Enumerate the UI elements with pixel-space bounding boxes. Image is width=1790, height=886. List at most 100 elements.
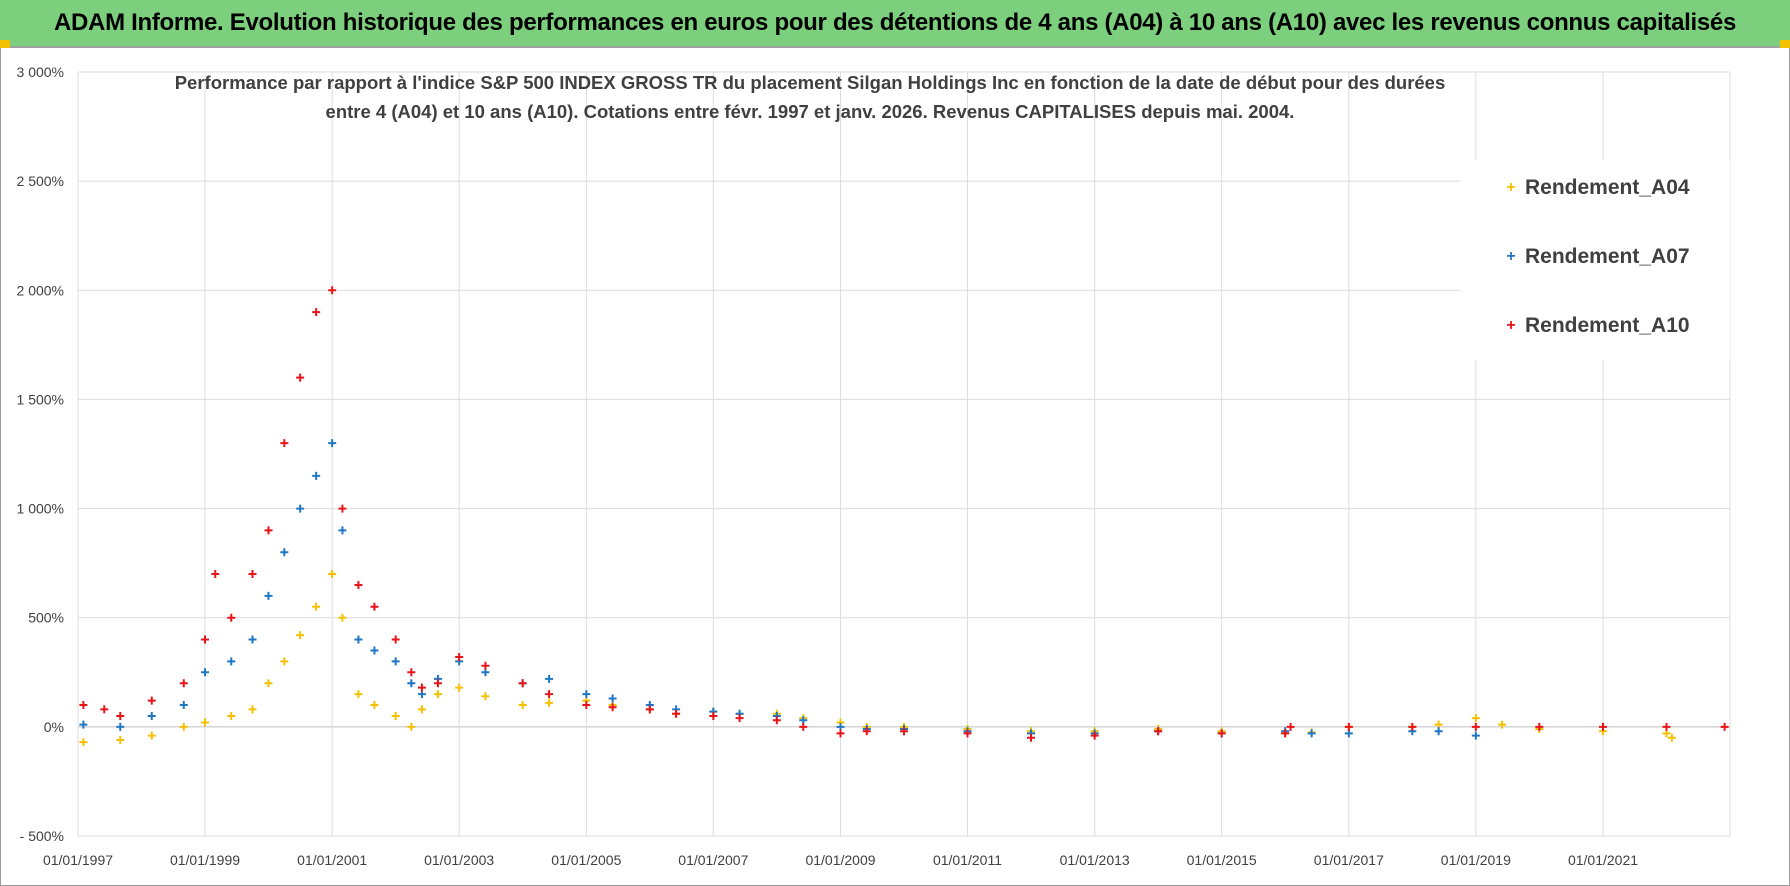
data-point-rendement_a10 [116,711,125,720]
data-point-rendement_a07 [1307,729,1316,738]
y-tick-label: 0% [44,719,64,735]
data-point-rendement_a07 [227,657,236,666]
data-point-rendement_a10 [963,729,972,738]
data-point-rendement_a07 [328,439,337,448]
data-point-rendement_a07 [200,668,209,677]
data-point-rendement_a10 [1471,722,1480,731]
data-point-rendement_a10 [1720,722,1729,731]
data-point-rendement_a10 [1154,727,1163,736]
data-point-rendement_a07 [338,526,347,535]
data-point-rendement_a10 [354,580,363,589]
data-point-rendement_a10 [147,696,156,705]
data-point-rendement_a10 [772,716,781,725]
x-tick-label: 01/01/1997 [43,852,113,868]
data-point-rendement_a10 [645,705,654,714]
data-point-rendement_a10 [433,679,442,688]
x-tick-label: 01/01/2019 [1441,852,1511,868]
x-tick-label: 01/01/2013 [1060,852,1130,868]
x-tick-label: 01/01/2021 [1568,852,1638,868]
data-point-rendement_a04 [1498,720,1507,729]
data-point-rendement_a07 [296,504,305,513]
data-point-rendement_a10 [100,705,109,714]
chart-title: Performance par rapport à l'indice S&P 5… [160,68,1460,126]
data-point-rendement_a10 [1286,722,1295,731]
x-tick-label: 01/01/2009 [805,852,875,868]
data-point-rendement_a04 [116,735,125,744]
data-point-rendement_a10 [280,439,289,448]
data-point-rendement_a07 [264,591,273,600]
data-point-rendement_a10 [518,679,527,688]
data-point-rendement_a07 [312,471,321,480]
data-point-rendement_a04 [518,701,527,710]
data-point-rendement_a07 [116,722,125,731]
data-point-rendement_a07 [179,701,188,710]
x-tick-label: 01/01/2007 [678,852,748,868]
data-point-rendement_a10 [709,711,718,720]
chart-title-line-1: Performance par rapport à l'indice S&P 5… [174,72,1446,93]
data-point-rendement_a10 [582,701,591,710]
banner-corner-right [1780,40,1790,48]
data-point-rendement_a10 [1344,722,1353,731]
series-Rendement_A10 [79,286,1729,742]
legend-marker-a10: + [1506,317,1516,334]
data-point-rendement_a10 [455,653,464,662]
data-point-rendement_a07 [407,679,416,688]
data-point-rendement_a04 [545,698,554,707]
data-point-rendement_a10 [338,504,347,513]
legend-marker-a04: + [1506,179,1516,196]
x-tick-label: 01/01/2001 [297,852,367,868]
data-point-rendement_a04 [1667,733,1676,742]
data-point-rendement_a10 [1281,729,1290,738]
data-point-rendement_a10 [1217,729,1226,738]
x-tick-label: 01/01/2011 [933,852,1002,868]
data-point-rendement_a04 [248,705,257,714]
data-point-rendement_a07 [147,711,156,720]
data-point-rendement_a10 [296,373,305,382]
y-tick-label: 1 000% [17,501,64,517]
data-point-rendement_a10 [179,679,188,688]
data-point-rendement_a04 [417,705,426,714]
data-point-rendement_a07 [1471,731,1480,740]
data-point-rendement_a04 [179,722,188,731]
data-point-rendement_a07 [608,694,617,703]
data-point-rendement_a04 [200,718,209,727]
data-point-rendement_a10 [900,727,908,736]
data-point-rendement_a10 [328,286,337,295]
x-tick-label: 01/01/2005 [551,852,621,868]
report-title: ADAM Informe. Evolution historique des p… [53,9,1737,36]
data-point-rendement_a04 [227,711,236,720]
data-point-rendement_a07 [79,720,88,729]
data-point-rendement_a10 [545,690,554,699]
data-point-rendement_a04 [312,602,321,611]
data-point-rendement_a04 [79,738,88,747]
data-point-rendement_a10 [417,683,426,692]
x-tick-label: 01/01/2003 [424,852,494,868]
data-point-rendement_a04 [481,692,490,701]
y-tick-label: 3 000% [17,64,64,80]
data-point-rendement_a10 [735,714,744,723]
data-point-rendement_a10 [1599,722,1607,731]
y-tick-label: 2 000% [17,282,64,298]
y-tick-label: - 500% [20,828,64,844]
legend-marker-a07: + [1506,248,1516,265]
x-tick-label: 01/01/1999 [170,852,240,868]
banner-corner-left [0,40,10,48]
chart-title-line-2: entre 4 (A04) et 10 ans (A10). Cotations… [325,101,1295,122]
data-point-rendement_a04 [407,722,416,731]
x-tick-label: 01/01/2017 [1314,852,1384,868]
data-point-rendement_a04 [455,683,464,692]
data-point-rendement_a04 [433,690,442,699]
series-Rendement_A04 [79,570,1676,747]
data-point-rendement_a10 [248,570,257,579]
data-point-rendement_a10 [1408,722,1417,731]
data-point-rendement_a10 [672,709,681,718]
data-point-rendement_a04 [1471,714,1480,723]
data-point-rendement_a10 [211,570,220,579]
data-point-rendement_a04 [264,679,273,688]
data-point-rendement_a04 [147,731,156,740]
legend-label-a07: Rendement_A07 [1525,245,1690,268]
legend-label-a04: Rendement_A04 [1525,176,1690,199]
data-point-rendement_a04 [338,613,347,622]
